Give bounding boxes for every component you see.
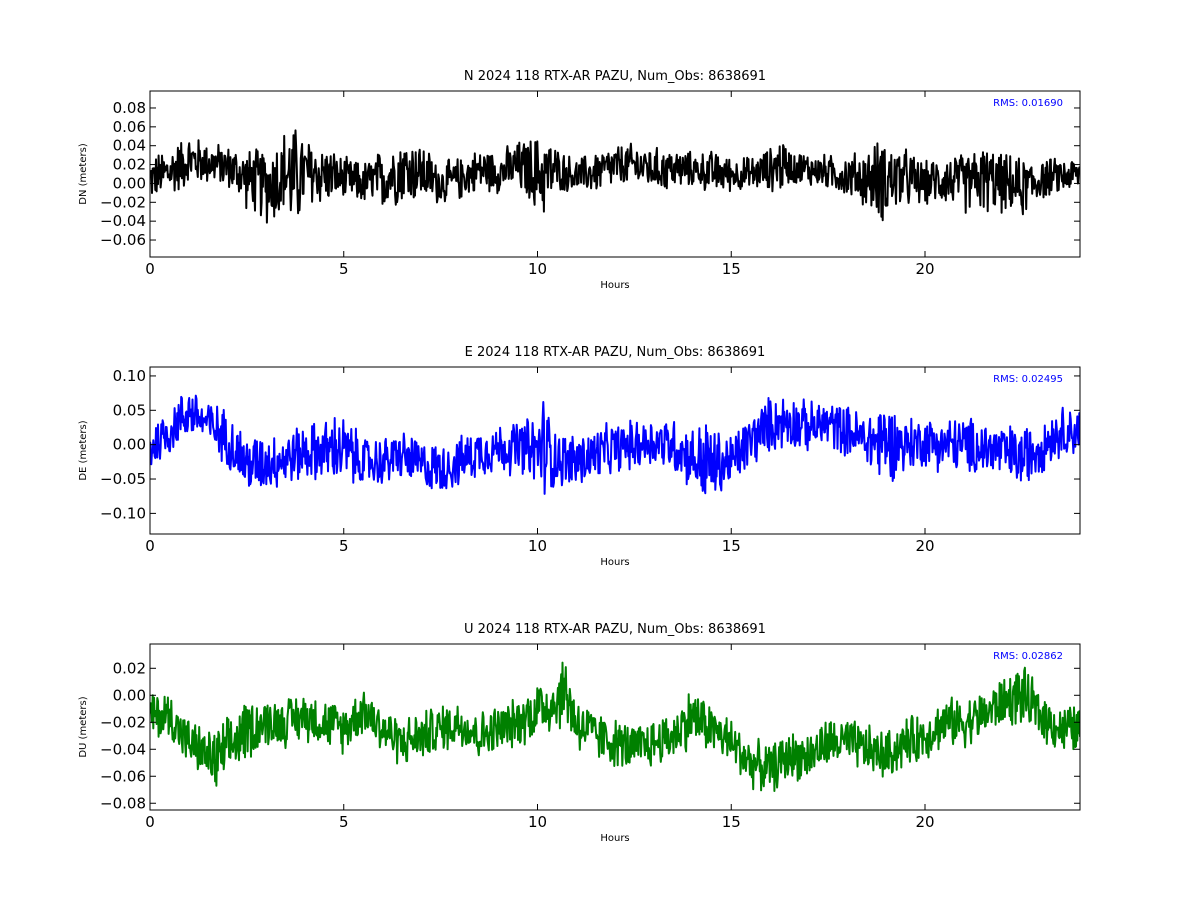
rms-annotation-n: RMS: 0.01690: [993, 98, 1063, 109]
y-tick-label-n: −0.02: [100, 193, 146, 211]
x-tick-label-e: 10: [528, 537, 547, 555]
x-tick-label-u: 10: [528, 813, 547, 831]
y-tick-label-n: 0.08: [113, 99, 146, 117]
x-tick-label-n: 10: [528, 260, 547, 278]
x-axis-label-n: Hours: [600, 280, 629, 291]
y-tick-label-e: −0.05: [100, 470, 146, 488]
axes-frame-u: [149, 643, 1081, 811]
x-tick-label-u: 15: [722, 813, 741, 831]
chart-title-u: U 2024 118 RTX-AR PAZU, Num_Obs: 8638691: [464, 622, 766, 637]
y-tick-label-n: 0.06: [113, 118, 146, 136]
y-tick-label-e: 0.10: [113, 367, 146, 385]
y-axis-label-n: DN (meters): [78, 143, 89, 205]
x-axis-label-e: Hours: [600, 557, 629, 568]
x-tick-label-n: 0: [145, 260, 155, 278]
panel-n: 0 5 10 15 20 −0.06−0.04−0.020.000.020.040.060…: [78, 69, 1081, 291]
y-tick-label-n: −0.04: [100, 212, 146, 230]
y-tick-label-n: 0.02: [113, 156, 146, 174]
x-tick-label-e: 15: [722, 537, 741, 555]
y-axis-label-u: DU (meters): [78, 696, 89, 757]
x-tick-label-e: 5: [339, 537, 349, 555]
y-tick-label-u: 0.00: [113, 686, 146, 704]
x-tick-label-u: 5: [339, 813, 349, 831]
y-tick-label-n: −0.06: [100, 231, 146, 249]
panel-e: 0 5 10 15 20 −0.10 −0.05 0.00 0.05 0.10 E 2024 118…: [78, 345, 1081, 568]
x-axis-label-u: Hours: [600, 833, 629, 844]
series-line-n: [150, 129, 1080, 224]
axes-frame-e: [149, 366, 1081, 535]
x-tick-label-n: 15: [722, 260, 741, 278]
rms-annotation-e: RMS: 0.02495: [993, 374, 1063, 385]
panel-u: 0 5 10 15 20 −0.08 −0.06 −0.04 −0.02 0.00 0.02 U 20…: [78, 622, 1081, 844]
y-tick-label-e: 0.05: [113, 401, 146, 419]
chart-title-e: E 2024 118 RTX-AR PAZU, Num_Obs: 8638691: [465, 345, 766, 360]
x-tick-label-e: 0: [145, 537, 155, 555]
y-tick-label-u: −0.06: [100, 767, 146, 785]
series-line-e: [150, 394, 1080, 495]
axes-frame-n: [149, 90, 1081, 258]
x-tick-label-u: 0: [145, 813, 155, 831]
y-axis-label-e: DE (meters): [78, 420, 89, 480]
y-tick-label-u: −0.04: [100, 740, 146, 758]
y-tick-label-u: 0.02: [113, 659, 146, 677]
chart-title-n: N 2024 118 RTX-AR PAZU, Num_Obs: 8638691: [464, 69, 766, 84]
y-tick-label-e: 0.00: [113, 436, 146, 454]
x-tick-label-n: 20: [915, 260, 934, 278]
x-tick-label-u: 20: [915, 813, 934, 831]
y-tick-label-n: 0.00: [113, 174, 146, 192]
y-tick-label-u: −0.08: [100, 794, 146, 812]
y-tick-label-e: −0.10: [100, 504, 146, 522]
series-line-u: [150, 661, 1080, 792]
x-tick-label-e: 20: [915, 537, 934, 555]
rms-annotation-u: RMS: 0.02862: [993, 651, 1063, 662]
y-tick-label-u: −0.02: [100, 713, 146, 731]
y-tick-label-n: 0.04: [113, 137, 146, 155]
x-tick-label-n: 5: [339, 260, 349, 278]
